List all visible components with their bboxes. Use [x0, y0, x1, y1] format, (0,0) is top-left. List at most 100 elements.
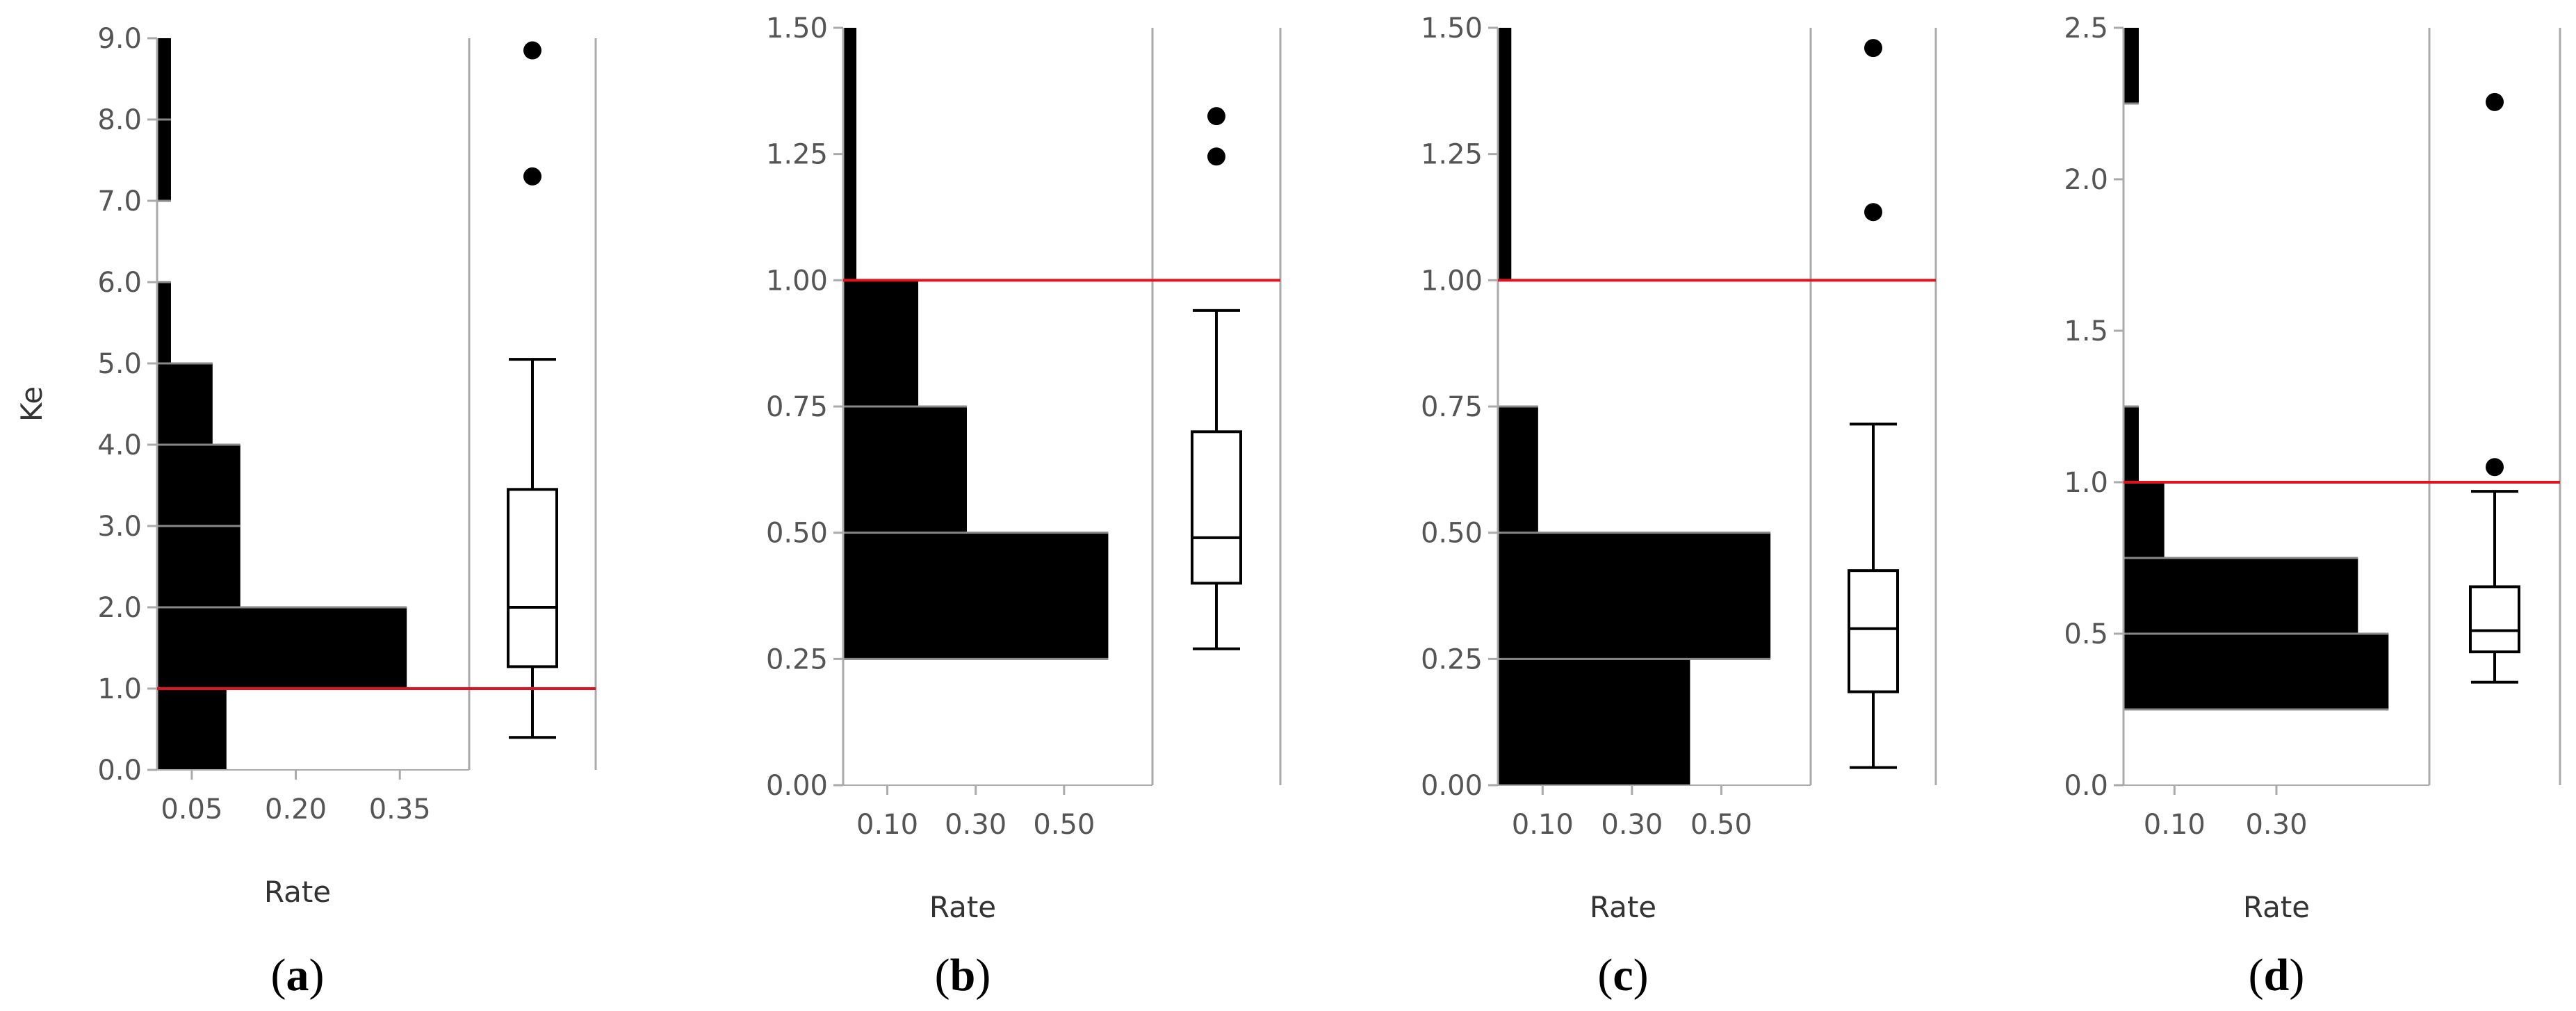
x-tick-label: 0.35	[369, 794, 431, 825]
histogram-bar	[1498, 532, 1771, 659]
histogram-bar	[843, 28, 857, 281]
y-tick-label: 1.25	[1421, 139, 1483, 171]
histogram-bar	[2123, 634, 2389, 709]
outlier-point	[1864, 39, 1882, 58]
caption-letter: d	[2264, 950, 2290, 1001]
y-axis-title: Ke	[15, 386, 49, 422]
y-tick-label: 1.5	[2064, 315, 2108, 347]
box-iqr	[2469, 585, 2520, 654]
panels: 0.0 1.0 2.0 3.0 4.0 5.0 6.0 7.0 8.0 9.0 0.05 0.20 0.…	[15, 13, 2561, 1001]
caption-letter: c	[1613, 950, 1633, 1001]
y-tick-label: 0.25	[1421, 643, 1483, 675]
x-tick-label: 0.50	[1033, 809, 1095, 841]
x-tick-label: 0.10	[1512, 809, 1574, 841]
y-tick-label: 9.0	[97, 23, 142, 55]
caption-paren: )	[975, 950, 991, 1001]
histogram-bar	[157, 689, 227, 770]
y-tick-label: 1.0	[2064, 467, 2108, 499]
outlier-point	[2486, 92, 2504, 111]
panel-caption: (b)	[935, 950, 991, 1001]
histogram-bar	[843, 406, 967, 533]
x-tick-label: 0.30	[2245, 809, 2307, 841]
y-tick-label: 2.0	[2064, 164, 2108, 196]
histogram-bar	[157, 445, 241, 526]
outlier-point	[523, 41, 541, 60]
histogram-bar	[2123, 28, 2139, 104]
y-tick-label: 4.0	[97, 429, 142, 461]
caption-letter: a	[286, 950, 309, 1001]
panel-a: 0.0 1.0 2.0 3.0 4.0 5.0 6.0 7.0 8.0 9.0 0.05 0.20 0.…	[15, 23, 597, 1001]
x-axis-title: Rate	[1590, 890, 1656, 924]
histogram-bar	[157, 526, 241, 607]
histogram-bar	[843, 280, 919, 406]
histogram-bar	[843, 532, 1109, 659]
y-tick-label: 2.0	[97, 592, 142, 624]
histogram-bar	[2123, 482, 2165, 558]
panel-d: 0.0 0.5 1.0 1.5 2.0 2.5 0.10 0.30 Rate (d)	[2064, 13, 2561, 1001]
x-tick-label: 0.50	[1690, 809, 1752, 841]
y-tick-label: 1.25	[766, 139, 828, 171]
y-tick-label: 0.0	[2064, 770, 2108, 802]
outlier-point	[523, 167, 541, 186]
panel-caption: (a)	[271, 950, 325, 1001]
y-tick-label: 1.00	[1421, 265, 1483, 297]
box-iqr	[1848, 569, 1899, 693]
histogram-bar	[1498, 406, 1538, 533]
caption-paren: )	[309, 950, 325, 1001]
caption-paren: )	[1633, 950, 1649, 1001]
panel-caption: (d)	[2249, 950, 2305, 1001]
y-tick-label: 0.75	[766, 391, 828, 423]
histogram-bar	[2123, 406, 2139, 482]
panel-c: 0.00 0.25 0.50 0.75 1.00 1.25 1.50 0.10 0.30 0.50…	[1421, 13, 1937, 1001]
x-tick-label: 0.05	[161, 794, 222, 825]
panel-b: 0.00 0.25 0.50 0.75 1.00 1.25 1.50 0.10 0.30 0.50…	[766, 13, 1282, 1001]
y-tick-label: 0.50	[766, 518, 828, 550]
histogram-bar	[1498, 28, 1512, 281]
y-tick-label: 1.0	[97, 673, 142, 705]
y-tick-label: 6.0	[97, 267, 142, 299]
y-tick-label: 5.0	[97, 348, 142, 380]
x-axis-title: Rate	[2243, 890, 2310, 924]
y-tick-label: 0.5	[2064, 618, 2108, 650]
outlier-point	[2486, 458, 2504, 477]
outlier-point	[1864, 203, 1882, 222]
histogram-bar	[157, 120, 171, 201]
x-axis-title: Rate	[264, 875, 331, 909]
histogram-bar	[157, 282, 171, 363]
x-tick-label: 0.20	[265, 794, 327, 825]
caption-paren: )	[2289, 950, 2304, 1001]
outlier-point	[1207, 107, 1225, 126]
x-tick-label: 0.30	[1601, 809, 1663, 841]
x-tick-label: 0.10	[856, 809, 918, 841]
y-tick-label: 0.00	[766, 770, 828, 802]
y-tick-label: 0.0	[97, 755, 142, 787]
caption-letter: b	[950, 950, 976, 1001]
outlier-point	[1207, 147, 1225, 166]
y-tick-label: 2.5	[2064, 13, 2108, 44]
y-tick-label: 1.00	[766, 265, 828, 297]
y-tick-label: 1.50	[1421, 13, 1483, 44]
y-tick-label: 8.0	[97, 104, 142, 136]
y-tick-label: 0.25	[766, 643, 828, 675]
histogram-bar	[2123, 558, 2358, 634]
x-tick-label: 0.30	[945, 809, 1006, 841]
panel-caption: (c)	[1597, 950, 1648, 1001]
caption-paren: (	[2249, 950, 2264, 1001]
box-iqr	[1191, 430, 1242, 585]
caption-paren: (	[271, 950, 286, 1001]
x-axis-title: Rate	[929, 890, 996, 924]
box-iqr	[507, 488, 558, 668]
y-tick-label: 0.50	[1421, 518, 1483, 550]
y-tick-label: 0.75	[1421, 391, 1483, 423]
histogram-bar	[1498, 659, 1690, 785]
caption-paren: (	[1597, 950, 1613, 1001]
x-tick-label: 0.10	[2144, 809, 2206, 841]
y-tick-label: 7.0	[97, 186, 142, 217]
caption-paren: (	[935, 950, 950, 1001]
histogram-bar	[157, 607, 407, 689]
y-tick-label: 0.00	[1421, 770, 1483, 802]
y-tick-label: 1.50	[766, 13, 828, 44]
histogram-bar	[157, 363, 213, 445]
histogram-bar	[157, 38, 171, 120]
